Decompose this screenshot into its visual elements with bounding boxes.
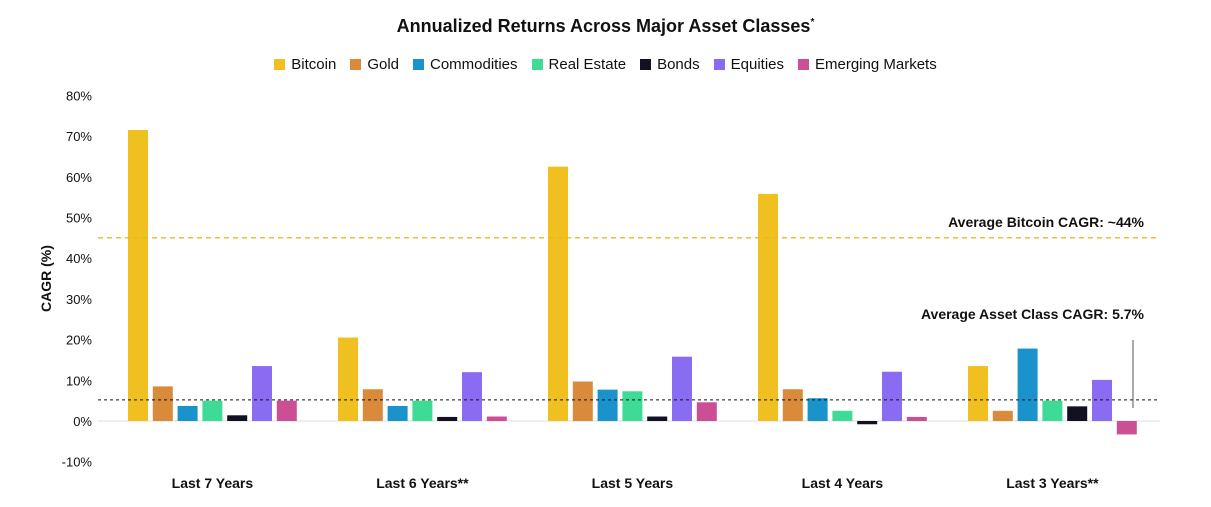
asset-class-average-label: Average Asset Class CAGR: 5.7% xyxy=(921,306,1145,322)
bar-real-estate-last-6-years xyxy=(412,400,433,421)
legend-label: Commodities xyxy=(430,56,518,73)
chart-legend: Bitcoin Gold Commodities Real Estate Bonds Eq… xyxy=(0,56,1211,73)
legend-item-emerging-markets: Emerging Markets xyxy=(798,56,937,73)
bar-commodities-last-3-years xyxy=(1017,348,1038,421)
chart-title: Annualized Returns Across Major Asset Cl… xyxy=(0,16,1211,37)
x-category-label: Last 4 Years xyxy=(802,475,884,491)
y-axis-label: CAGR (%) xyxy=(38,245,54,312)
bar-bonds-last-5-years xyxy=(647,416,668,421)
x-category-label: Last 6 Years** xyxy=(376,475,469,491)
legend-label: Real Estate xyxy=(548,56,627,73)
bar-bitcoin-last-4-years xyxy=(758,193,778,421)
legend-swatch xyxy=(413,59,424,70)
bar-commodities-last-5-years xyxy=(597,389,618,421)
bar-bonds-last-3-years xyxy=(1067,406,1088,421)
bar-emerging-markets-last-4-years xyxy=(906,416,927,421)
legend-label: Gold xyxy=(367,56,399,73)
y-tick-label: 20% xyxy=(66,333,92,348)
legend-swatch xyxy=(640,59,652,70)
legend-item-bitcoin: Bitcoin xyxy=(274,56,336,73)
legend-item-real-estate: Real Estate xyxy=(531,56,627,73)
bar-real-estate-last-3-years xyxy=(1042,400,1063,421)
bitcoin-average-label: Average Bitcoin CAGR: ~44% xyxy=(948,214,1144,230)
bar-gold-last-4-years xyxy=(782,389,803,421)
bar-gold-last-5-years xyxy=(572,381,593,421)
bar-emerging-markets-last-7-years xyxy=(276,400,297,421)
chart-title-mark: * xyxy=(810,17,815,28)
bar-equities-last-3-years xyxy=(1092,379,1112,421)
legend-item-bonds: Bonds xyxy=(640,56,700,73)
bar-bonds-last-6-years xyxy=(437,416,458,421)
legend-label: Bonds xyxy=(657,56,700,73)
bar-bonds-last-7-years xyxy=(227,415,248,421)
y-tick-label: -10% xyxy=(62,455,93,470)
bar-bitcoin-last-5-years xyxy=(548,166,568,421)
bar-bitcoin-last-7-years xyxy=(128,129,148,421)
bar-emerging-markets-last-6-years xyxy=(486,416,507,421)
y-tick-label: 30% xyxy=(66,292,92,307)
bar-gold-last-7-years xyxy=(152,386,173,421)
bar-emerging-markets-last-3-years xyxy=(1116,421,1137,435)
bar-commodities-last-6-years xyxy=(387,405,408,421)
legend-item-commodities: Commodities xyxy=(413,56,518,73)
bar-real-estate-last-5-years xyxy=(622,391,643,421)
legend-item-gold: Gold xyxy=(350,56,399,73)
bar-commodities-last-4-years xyxy=(807,398,828,421)
legend-item-equities: Equities xyxy=(713,56,784,73)
bar-equities-last-7-years xyxy=(252,366,272,421)
legend-swatch xyxy=(798,59,809,70)
legend-swatch xyxy=(713,59,725,70)
y-tick-label: 0% xyxy=(73,414,92,429)
bar-real-estate-last-4-years xyxy=(832,410,853,421)
y-tick-label: 80% xyxy=(66,88,92,103)
legend-label: Bitcoin xyxy=(291,56,337,73)
bar-equities-last-5-years xyxy=(672,356,692,421)
y-tick-label: 10% xyxy=(66,373,92,388)
legend-swatch xyxy=(350,59,362,70)
bar-bitcoin-last-3-years xyxy=(968,366,988,421)
bar-gold-last-6-years xyxy=(362,389,383,421)
bar-emerging-markets-last-5-years xyxy=(696,402,717,421)
x-category-label: Last 3 Years** xyxy=(1006,475,1099,491)
x-category-label: Last 5 Years xyxy=(592,475,674,491)
bar-real-estate-last-7-years xyxy=(202,400,223,421)
y-tick-label: 40% xyxy=(66,251,92,266)
bar-commodities-last-7-years xyxy=(177,405,198,421)
bar-bitcoin-last-6-years xyxy=(338,337,358,421)
bar-equities-last-4-years xyxy=(882,371,902,421)
y-tick-label: 70% xyxy=(66,129,92,144)
bar-equities-last-6-years xyxy=(462,372,482,421)
legend-label: Emerging Markets xyxy=(815,56,937,73)
legend-swatch xyxy=(274,59,286,70)
y-tick-label: 50% xyxy=(66,211,92,226)
bar-bonds-last-4-years xyxy=(857,421,878,425)
chart-title-text: Annualized Returns Across Major Asset Cl… xyxy=(396,16,811,36)
bar-gold-last-3-years xyxy=(992,410,1013,421)
y-tick-label: 60% xyxy=(66,170,92,185)
x-category-label: Last 7 Years xyxy=(172,475,254,491)
legend-swatch xyxy=(531,59,543,70)
legend-label: Equities xyxy=(730,56,784,73)
